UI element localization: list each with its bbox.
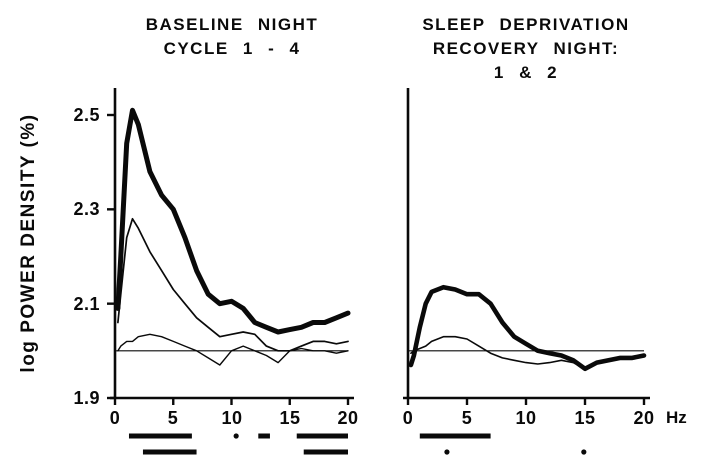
series-thick-curve: [408, 284, 647, 372]
y-tick-label-1-9: 1.9: [73, 388, 100, 408]
hz-unit-label: Hz: [666, 408, 687, 427]
baseline-night-plot: [107, 88, 354, 455]
y-tick-label-2-5: 2.5: [73, 105, 100, 125]
series-thin-lower-curve: [117, 333, 349, 366]
right-panel-title-line2: RECOVERY NIGHT:: [433, 39, 619, 58]
right-panel-title-line3: 1 & 2: [494, 63, 558, 82]
series-thin-curve: [410, 335, 645, 370]
right-x-tick-10: 10: [515, 408, 536, 428]
series-thin-upper-curve: [117, 217, 349, 352]
left-panel-title-line2: CYCLE 1 - 4: [164, 39, 301, 58]
significance-dot: [233, 433, 239, 439]
recovery-night-plot: [403, 88, 650, 455]
left-x-tick-20: 20: [337, 408, 358, 428]
left-x-tick-0: 0: [110, 408, 121, 428]
right-x-tick-5: 5: [462, 408, 473, 428]
right-x-tick-20: 20: [633, 408, 654, 428]
y-tick-label-2-3: 2.3: [73, 199, 100, 219]
right-panel-title-line1: SLEEP DEPRIVATION: [422, 15, 629, 34]
significance-dot: [581, 449, 587, 455]
y-tick-label-2-1: 2.1: [73, 294, 100, 314]
y-axis-label: log POWER DENSITY (%): [18, 113, 39, 372]
left-x-tick-10: 10: [221, 408, 242, 428]
left-panel-title-line1: BASELINE NIGHT: [146, 15, 319, 34]
series-thick-curve: [115, 107, 351, 335]
right-x-tick-15: 15: [574, 408, 595, 428]
significance-dot: [444, 449, 450, 455]
right-x-tick-0: 0: [403, 408, 414, 428]
left-x-tick-15: 15: [279, 408, 300, 428]
left-x-tick-5: 5: [168, 408, 179, 428]
